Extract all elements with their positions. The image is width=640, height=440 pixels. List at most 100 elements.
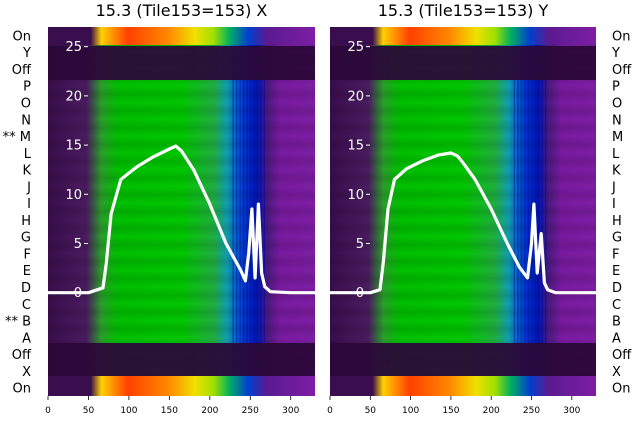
y-tick-label: 20 xyxy=(347,89,364,104)
heatmap-row xyxy=(330,127,596,145)
y-tick-label: 10 xyxy=(65,188,82,203)
heatmap-off-band-top xyxy=(48,46,315,80)
heatmap-streak xyxy=(513,80,516,343)
heatmap-row xyxy=(330,295,596,313)
heatmap-streak xyxy=(541,80,543,343)
heatmap-streak xyxy=(531,80,533,343)
heatmap-row xyxy=(48,177,315,195)
chart-title: 15.3 (Tile153=153) X xyxy=(96,1,268,20)
row-label: ** M xyxy=(3,130,31,145)
heatmap-off-band-bottom xyxy=(48,343,315,376)
row-label: P xyxy=(612,80,620,95)
row-label: I xyxy=(27,197,31,212)
heatmap-streak xyxy=(527,80,529,343)
row-label: Y xyxy=(22,46,31,61)
x-tick-label: 300 xyxy=(563,406,580,416)
row-label: F xyxy=(24,247,31,262)
row-label: Off xyxy=(12,348,32,363)
row-label: L xyxy=(612,147,620,162)
heatmap-streak xyxy=(544,80,547,343)
heatmap-row xyxy=(330,161,596,178)
heatmap-row xyxy=(48,295,315,313)
x-tick-label: 0 xyxy=(45,406,51,416)
heatmap-row xyxy=(330,261,596,279)
row-label: Y xyxy=(611,46,620,61)
row-label: K xyxy=(612,164,621,179)
heatmap-streak xyxy=(239,80,241,343)
heatmap-row xyxy=(330,144,596,162)
row-label: G xyxy=(21,231,31,246)
row-label: C xyxy=(612,298,621,313)
heatmap-row xyxy=(48,211,315,229)
x-tick-label: 150 xyxy=(442,406,459,416)
row-label: On xyxy=(13,29,31,44)
row-label: On xyxy=(13,382,31,397)
row-label: A xyxy=(22,331,31,346)
heatmap-row xyxy=(48,94,315,111)
row-label: On xyxy=(612,382,630,397)
y-tick-label: 15 xyxy=(347,139,364,154)
heatmap-row xyxy=(48,194,315,212)
x-tick-label: 200 xyxy=(201,406,218,416)
heatmap-row xyxy=(48,161,315,178)
row-label: M xyxy=(612,130,623,145)
heatmap-row xyxy=(48,261,315,279)
heatmap-off-band-top xyxy=(330,46,596,80)
x-tick-label: 300 xyxy=(282,406,299,416)
heatmap-row xyxy=(330,312,596,329)
heatmap-row xyxy=(48,312,315,329)
x-tick-label: 250 xyxy=(242,406,259,416)
row-label: D xyxy=(612,281,622,296)
y-tick-label: 5 xyxy=(74,237,82,252)
row-label: L xyxy=(24,147,32,162)
heatmap-band-top xyxy=(48,27,315,45)
heatmap-row xyxy=(48,228,315,246)
row-label: Off xyxy=(612,348,632,363)
row-label: N xyxy=(612,113,622,128)
heatmap-streak xyxy=(232,80,234,343)
heatmap-streak xyxy=(235,80,238,343)
row-label: G xyxy=(612,231,622,246)
heatmap-row xyxy=(48,328,315,346)
profile-line xyxy=(48,144,315,295)
row-label: F xyxy=(612,247,619,262)
x-tick-label: 50 xyxy=(365,406,377,416)
heatmap-row xyxy=(330,278,596,296)
row-label: E xyxy=(23,264,31,279)
row-label: A xyxy=(612,331,621,346)
heatmap-streak xyxy=(253,80,255,343)
heatmap-row xyxy=(48,127,315,145)
heatmap-row xyxy=(330,211,596,229)
heatmap-streak xyxy=(242,80,245,343)
row-label: D xyxy=(21,281,31,296)
heatmap-row xyxy=(330,94,596,111)
heatmap-streak xyxy=(520,80,523,343)
y-tick-label: 20 xyxy=(65,89,82,104)
heatmap-row xyxy=(48,77,315,95)
heatmap-row xyxy=(330,328,596,346)
x-tick-label: 250 xyxy=(523,406,540,416)
y-tick-label: 25 xyxy=(347,40,364,55)
heatmap-row xyxy=(330,194,596,212)
row-label: H xyxy=(612,214,622,229)
heatmap-streak xyxy=(263,80,266,343)
row-label: H xyxy=(21,214,31,229)
heatmap-streak xyxy=(538,80,540,343)
row-label: K xyxy=(22,164,31,179)
row-label: B xyxy=(612,315,621,330)
heatmap-band-top xyxy=(330,27,596,45)
row-label: C xyxy=(22,298,31,313)
y-tick-label: 5 xyxy=(356,237,364,252)
x-tick-label: 100 xyxy=(402,406,419,416)
heatmap-row xyxy=(330,177,596,195)
row-label: N xyxy=(21,113,31,128)
heatmap-streak xyxy=(517,80,519,343)
x-tick-label: 0 xyxy=(327,406,333,416)
y-tick-label: 15 xyxy=(65,139,82,154)
heatmap-row xyxy=(48,110,315,128)
y-tick-label: 10 xyxy=(347,188,364,203)
row-label: O xyxy=(612,96,622,111)
